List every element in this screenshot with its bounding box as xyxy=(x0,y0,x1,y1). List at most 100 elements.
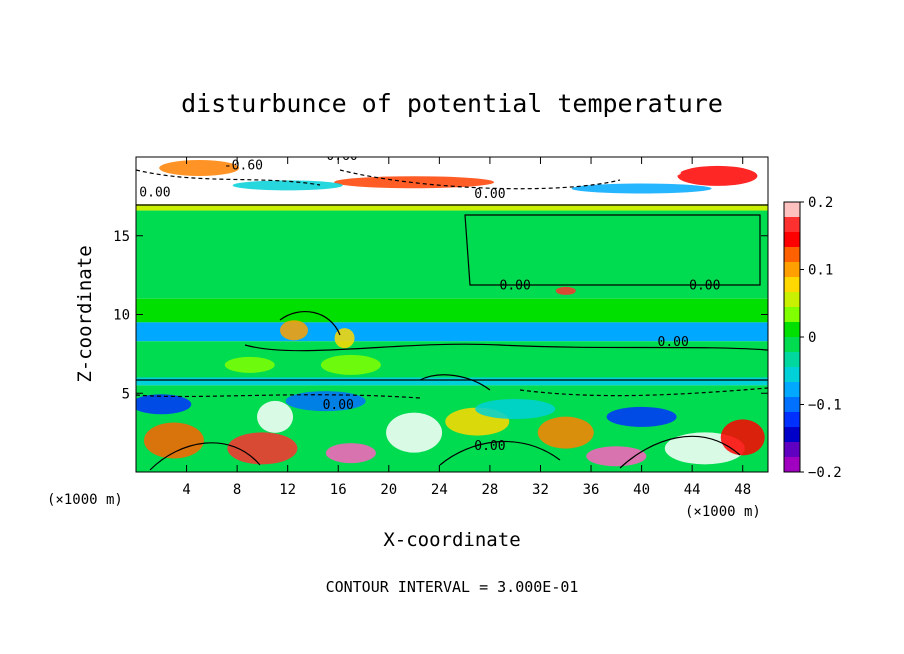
blob-21 xyxy=(320,354,381,375)
contour-line-4 xyxy=(136,169,321,186)
band-3 xyxy=(136,298,768,323)
colorbar-swatch-0 xyxy=(784,202,800,218)
blob-9 xyxy=(386,412,443,453)
contour-label-2: 0.00 xyxy=(139,185,170,200)
x-axis-ticks: 4 8 12 16 20 24 28 32 36 40 44 48 xyxy=(182,157,751,498)
band-1 xyxy=(136,204,768,211)
y-axis-label: Z-coordinate xyxy=(74,245,96,382)
contour-interval-footer: CONTOUR INTERVAL = 3.000E-01 xyxy=(326,578,579,596)
blob-6 xyxy=(143,422,204,459)
blob-15 xyxy=(475,399,556,419)
colorbar-swatch-15 xyxy=(784,427,800,443)
contour-labels: 0.60 -0.60 0.00 0.00 0.00 0.00 0.00 0.00 0.00 xyxy=(139,149,720,454)
x-tick-label-6: 28 xyxy=(481,482,498,498)
blob-22 xyxy=(280,320,308,341)
blob-14 xyxy=(285,391,366,412)
contour-line-11 xyxy=(279,311,341,336)
colorbar-swatch-2 xyxy=(784,232,800,248)
contour-label-0: 0.60 xyxy=(326,149,357,164)
x-tick-label-0: 4 xyxy=(182,482,190,498)
blob-0 xyxy=(159,160,240,177)
blob-11 xyxy=(537,416,594,449)
x-tick-label-11: 48 xyxy=(734,482,751,498)
x-tick-label-8: 36 xyxy=(583,482,600,498)
chart-title: disturbunce of potential temperature xyxy=(181,89,723,118)
blob-4 xyxy=(677,165,758,186)
band-6 xyxy=(136,377,768,386)
blob-17 xyxy=(136,394,192,415)
colorbar-swatch-9 xyxy=(784,337,800,353)
blob-18 xyxy=(257,400,294,433)
contour-line-8 xyxy=(149,442,261,471)
blob-16 xyxy=(606,406,677,427)
blob-5 xyxy=(501,162,682,183)
y-unit-label: (×1000 m) xyxy=(47,492,123,508)
contour-line-5 xyxy=(339,169,621,190)
contour-line-10 xyxy=(619,435,741,469)
blob-1 xyxy=(334,176,495,189)
x-tick-label-3: 16 xyxy=(330,482,347,498)
y-tick-label-2: 15 xyxy=(113,229,130,245)
colorbar-tick-label-1: 0.1 xyxy=(808,263,833,279)
x-tick-label-2: 12 xyxy=(279,482,296,498)
colorbar-swatch-4 xyxy=(784,262,800,278)
contour-line-12 xyxy=(419,374,491,391)
blob-19 xyxy=(586,446,647,467)
contour-line-2 xyxy=(464,214,761,286)
contour-label-3: 0.00 xyxy=(474,187,505,202)
colorbar-swatch-16 xyxy=(784,442,800,458)
blob-2 xyxy=(232,180,343,191)
x-tick-label-9: 40 xyxy=(633,482,650,498)
x-tick-label-5: 24 xyxy=(431,482,448,498)
colorbar-swatch-13 xyxy=(784,397,800,413)
contour-label-1: -0.60 xyxy=(224,159,263,174)
blob-8 xyxy=(325,443,376,464)
plot-area: 0.60 -0.60 0.00 0.00 0.00 0.00 0.00 0.00 0.00 xyxy=(136,149,768,472)
x-axis-label: X-coordinate xyxy=(383,529,520,551)
colorbar-swatch-1 xyxy=(784,217,800,233)
x-tick-label-1: 8 xyxy=(233,482,241,498)
x-tick-label-4: 20 xyxy=(380,482,397,498)
colorbar-tick-label-2: 0 xyxy=(808,330,816,346)
blob-24 xyxy=(555,286,576,295)
contour-label-7: 0.00 xyxy=(323,398,354,413)
contour-label-5: 0.00 xyxy=(689,278,720,293)
colorbar-swatch-11 xyxy=(784,367,800,383)
blob-23 xyxy=(334,328,355,349)
colorbar-tick-label-4: −0.2 xyxy=(808,465,842,481)
blob-7 xyxy=(227,432,298,465)
contour-line-9 xyxy=(439,440,561,466)
band-2 xyxy=(136,210,768,299)
colorbar-swatch-5 xyxy=(784,277,800,293)
colorbar-swatch-3 xyxy=(784,247,800,263)
blob-20 xyxy=(224,356,275,373)
y-tick-label-0: 5 xyxy=(122,386,130,402)
contour-line-6 xyxy=(136,394,421,399)
disturbance-blobs xyxy=(136,160,765,467)
colorbar-swatch-6 xyxy=(784,292,800,308)
colorbar-swatch-8 xyxy=(784,322,800,338)
contour-lines xyxy=(136,169,768,471)
blob-13 xyxy=(720,419,765,456)
colorbar xyxy=(783,201,801,473)
y-axis-ticks: 5 10 15 xyxy=(113,229,768,402)
colorbar-swatch-10 xyxy=(784,352,800,368)
contour-line-7 xyxy=(519,387,768,397)
colorbar-tick-label-0: 0.2 xyxy=(808,195,833,211)
x-tick-label-10: 44 xyxy=(684,482,701,498)
y-tick-label-1: 10 xyxy=(113,308,130,324)
colorbar-swatch-12 xyxy=(784,382,800,398)
colorbar-tick-label-3: −0.1 xyxy=(808,398,842,414)
contour-label-6: 0.00 xyxy=(658,335,689,350)
contour-label-4: 0.00 xyxy=(500,278,531,293)
colorbar-ticks: 0.2 0.1 0 −0.1 −0.2 xyxy=(800,195,842,481)
colorbar-swatch-17 xyxy=(784,457,800,473)
x-unit-label: (×1000 m) xyxy=(685,504,761,520)
colorbar-swatch-14 xyxy=(784,412,800,428)
colorbar-swatch-7 xyxy=(784,307,800,323)
blob-3 xyxy=(571,183,712,194)
x-tick-label-7: 32 xyxy=(532,482,549,498)
contour-label-8: 0.00 xyxy=(474,439,505,454)
contour-line-3 xyxy=(244,343,768,352)
